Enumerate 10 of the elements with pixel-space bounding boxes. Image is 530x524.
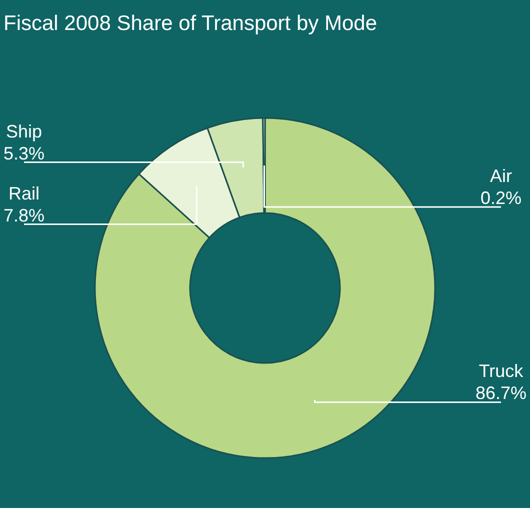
slice-label: Truck (478, 361, 524, 382)
data-label: 86.7% (475, 383, 527, 404)
slice-label: Air (490, 166, 512, 186)
data-label: 5.3% (3, 143, 45, 164)
slice-label: Ship (6, 121, 42, 142)
data-label: 0.2% (480, 188, 522, 208)
chart-title: Fiscal 2008 Share of Transport by Mode (3, 12, 378, 35)
data-label: 7.8% (3, 205, 45, 226)
slice-label: Rail (8, 183, 40, 204)
donut-slice (94, 117, 436, 459)
